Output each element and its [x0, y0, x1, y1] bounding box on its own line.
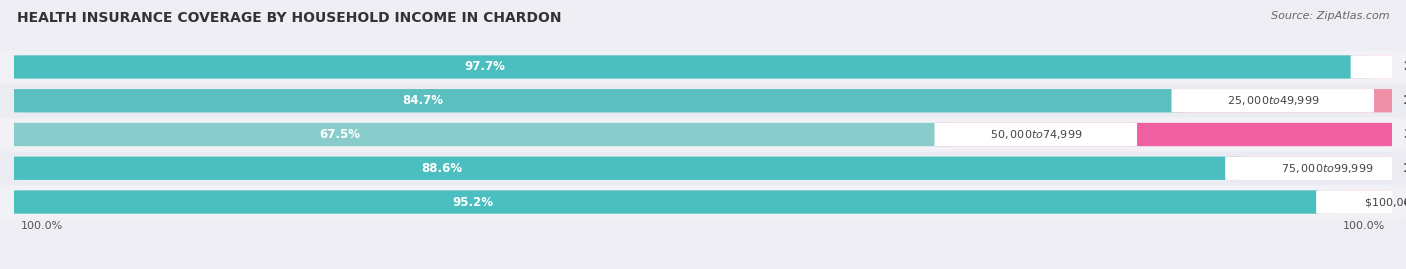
Text: 15.3%: 15.3% — [1403, 94, 1406, 107]
FancyBboxPatch shape — [1173, 89, 1393, 112]
FancyBboxPatch shape — [1225, 157, 1406, 180]
FancyBboxPatch shape — [1317, 190, 1393, 214]
Text: 67.5%: 67.5% — [319, 128, 360, 141]
Text: 97.7%: 97.7% — [465, 61, 506, 73]
FancyBboxPatch shape — [13, 89, 1189, 112]
FancyBboxPatch shape — [1351, 55, 1406, 79]
Text: 4.8%: 4.8% — [1403, 196, 1406, 208]
Text: $50,000 to $74,999: $50,000 to $74,999 — [990, 128, 1083, 141]
FancyBboxPatch shape — [1353, 55, 1393, 79]
FancyBboxPatch shape — [1226, 157, 1393, 180]
Text: 100.0%: 100.0% — [1343, 221, 1385, 231]
FancyBboxPatch shape — [0, 118, 1406, 151]
Text: 11.4%: 11.4% — [1403, 162, 1406, 175]
Text: $100,000 and over: $100,000 and over — [1365, 197, 1406, 207]
FancyBboxPatch shape — [1171, 89, 1374, 112]
FancyBboxPatch shape — [935, 123, 1137, 146]
Text: 95.2%: 95.2% — [453, 196, 494, 208]
FancyBboxPatch shape — [13, 190, 1334, 214]
Text: Source: ZipAtlas.com: Source: ZipAtlas.com — [1271, 11, 1389, 21]
Text: 32.5%: 32.5% — [1403, 128, 1406, 141]
FancyBboxPatch shape — [0, 85, 1406, 117]
FancyBboxPatch shape — [13, 157, 1243, 180]
FancyBboxPatch shape — [13, 55, 1368, 79]
FancyBboxPatch shape — [0, 186, 1406, 218]
FancyBboxPatch shape — [1316, 190, 1406, 214]
FancyBboxPatch shape — [0, 51, 1406, 83]
FancyBboxPatch shape — [936, 123, 1393, 146]
Text: $25,000 to $49,999: $25,000 to $49,999 — [1227, 94, 1320, 107]
Text: HEALTH INSURANCE COVERAGE BY HOUSEHOLD INCOME IN CHARDON: HEALTH INSURANCE COVERAGE BY HOUSEHOLD I… — [17, 11, 561, 25]
Text: 100.0%: 100.0% — [21, 221, 63, 231]
Text: 84.7%: 84.7% — [402, 94, 443, 107]
Text: 88.6%: 88.6% — [420, 162, 463, 175]
FancyBboxPatch shape — [13, 123, 952, 146]
Text: $75,000 to $99,999: $75,000 to $99,999 — [1281, 162, 1374, 175]
Text: 2.3%: 2.3% — [1403, 61, 1406, 73]
FancyBboxPatch shape — [0, 152, 1406, 184]
